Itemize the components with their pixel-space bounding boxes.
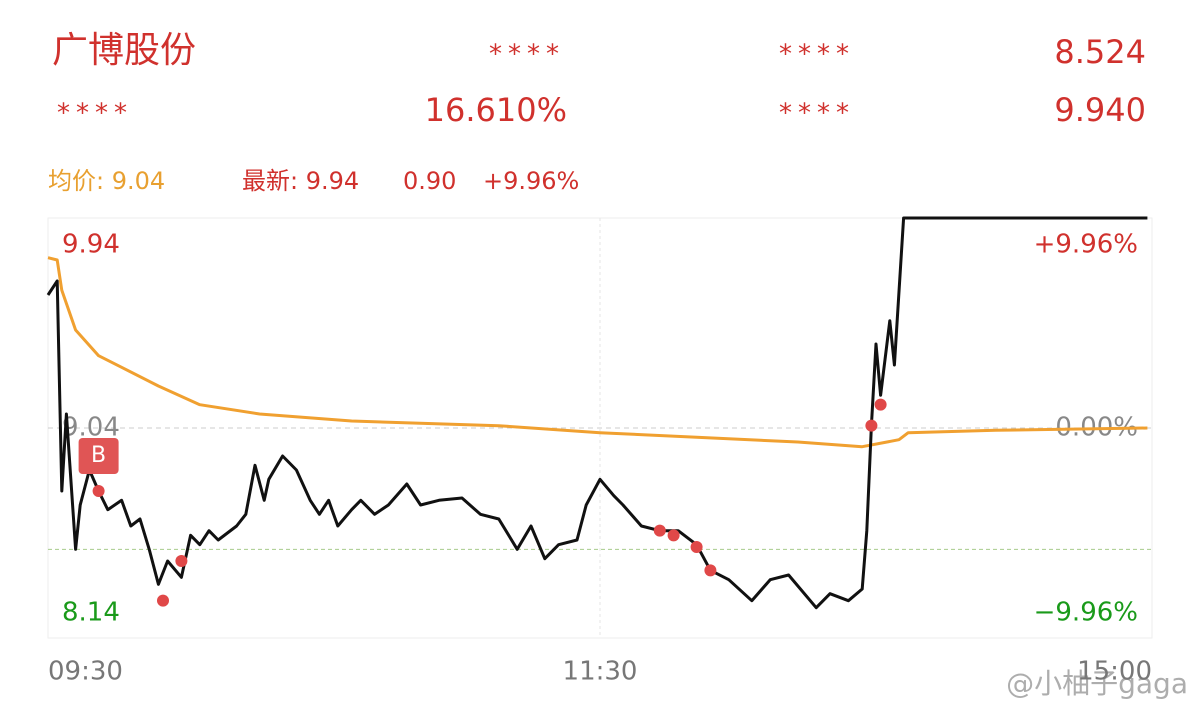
avg-price: 均价: 9.04 xyxy=(48,167,165,195)
value: 9.940 xyxy=(1054,91,1146,129)
trade-point xyxy=(157,594,169,607)
trade-point xyxy=(653,524,666,537)
masked: **** xyxy=(57,99,133,129)
price-line xyxy=(47,256,1148,449)
trade-point xyxy=(865,419,878,432)
annotation: B xyxy=(91,443,106,468)
y2-tick-label: +9.96% xyxy=(1034,230,1138,260)
stock-name: 广博股份 xyxy=(52,30,196,71)
value: 8.524 xyxy=(1054,33,1146,71)
trade-point xyxy=(874,398,887,411)
price-line xyxy=(46,216,1148,610)
x-tick-label: 11:30 xyxy=(563,657,638,687)
change: 0.90 xyxy=(403,167,456,195)
x-tick-label: 15:00 xyxy=(1077,657,1152,687)
y-tick-label: 8.14 xyxy=(62,598,120,628)
watermark: @小柚子gaga xyxy=(1006,667,1188,700)
latest-price: 最新: 9.94 xyxy=(242,167,359,195)
y2-tick-label: −9.96% xyxy=(1034,598,1138,628)
y-tick-label: 9.04 xyxy=(62,413,120,443)
y-tick-label: 9.94 xyxy=(62,230,120,260)
change-pct: +9.96% xyxy=(483,167,579,195)
trade-point xyxy=(667,529,680,542)
trade-point xyxy=(175,555,188,567)
masked: **** xyxy=(779,99,855,129)
trade-point xyxy=(704,564,717,577)
annotation-box xyxy=(78,438,119,474)
trade-point xyxy=(690,541,703,553)
value: 16.610% xyxy=(425,91,567,129)
masked: **** xyxy=(779,40,855,70)
trade-point xyxy=(92,485,105,497)
x-tick-label: 09:30 xyxy=(48,657,123,687)
masked: **** xyxy=(489,40,565,70)
